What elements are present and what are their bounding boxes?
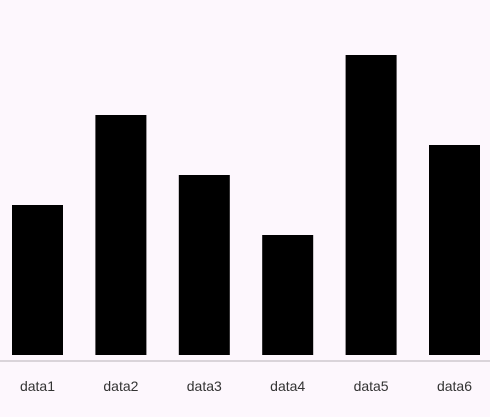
bar-data2 (95, 115, 147, 355)
x-tick-label-data2: data2 (103, 378, 138, 394)
x-tick-label-data3: data3 (187, 378, 222, 394)
x-tick-label-data1: data1 (20, 378, 55, 394)
x-tick-label-data5: data5 (354, 378, 389, 394)
bar-data5 (345, 55, 397, 355)
bars-group (12, 55, 480, 355)
x-tick-label-data4: data4 (270, 378, 305, 394)
bar-data1 (12, 205, 63, 355)
x-tick-labels: data1 data2 data3 data4 data5 data6 (20, 378, 472, 394)
bar-data6 (429, 145, 480, 355)
bar-data4 (262, 235, 314, 355)
bar-data3 (178, 175, 230, 355)
x-tick-label-data6: data6 (437, 378, 472, 394)
